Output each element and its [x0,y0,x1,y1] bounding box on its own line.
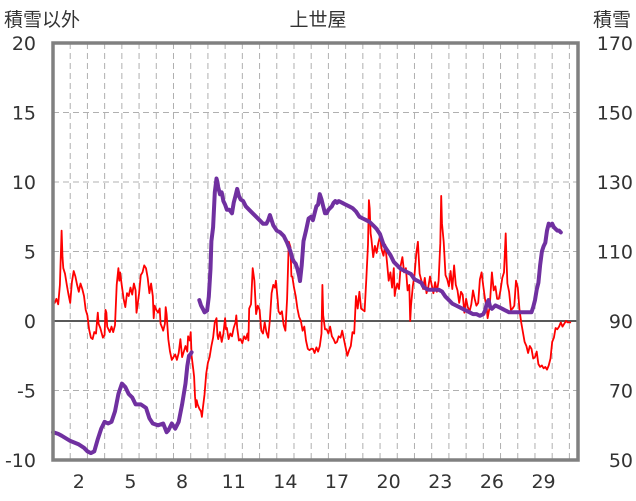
series-line-snow-depth [51,176,563,456]
plot-frame [51,41,580,462]
x-tick-label: 20 [377,471,401,493]
x-tick-label: 8 [176,471,188,493]
x-tick-label: 2 [73,471,85,493]
right-tick-label: 110 [597,242,633,264]
series [51,176,572,456]
x-tick-label: 14 [273,471,297,493]
x-tick-label: 5 [124,471,136,493]
series-line-temperature [52,195,572,418]
x-tick-label: 11 [222,471,246,493]
x-tick-label: 29 [531,471,555,493]
right-tick-label: 170 [597,33,633,55]
gridlines [53,43,578,460]
right-tick-label: 130 [597,172,633,194]
left-tick-label: -5 [17,381,36,403]
left-tick-label: 0 [24,311,36,333]
x-tick-label: 17 [325,471,349,493]
right-tick-label: 150 [597,103,633,125]
right-tick-label: 50 [609,450,633,472]
left-tick-label: 20 [12,33,36,55]
x-tick-label: 23 [428,471,452,493]
right-axis-title: 積雪 [593,9,631,31]
left-tick-label: 15 [12,103,36,125]
x-tick-label: 26 [480,471,504,493]
left-tick-label: 5 [24,242,36,264]
left-axis-title: 積雪以外 [4,9,80,31]
chart-title: 上世屋 [289,9,346,31]
left-tick-label: -10 [5,450,36,472]
right-tick-label: 90 [609,311,633,333]
right-tick-label: 70 [609,381,633,403]
left-tick-label: 10 [12,172,36,194]
